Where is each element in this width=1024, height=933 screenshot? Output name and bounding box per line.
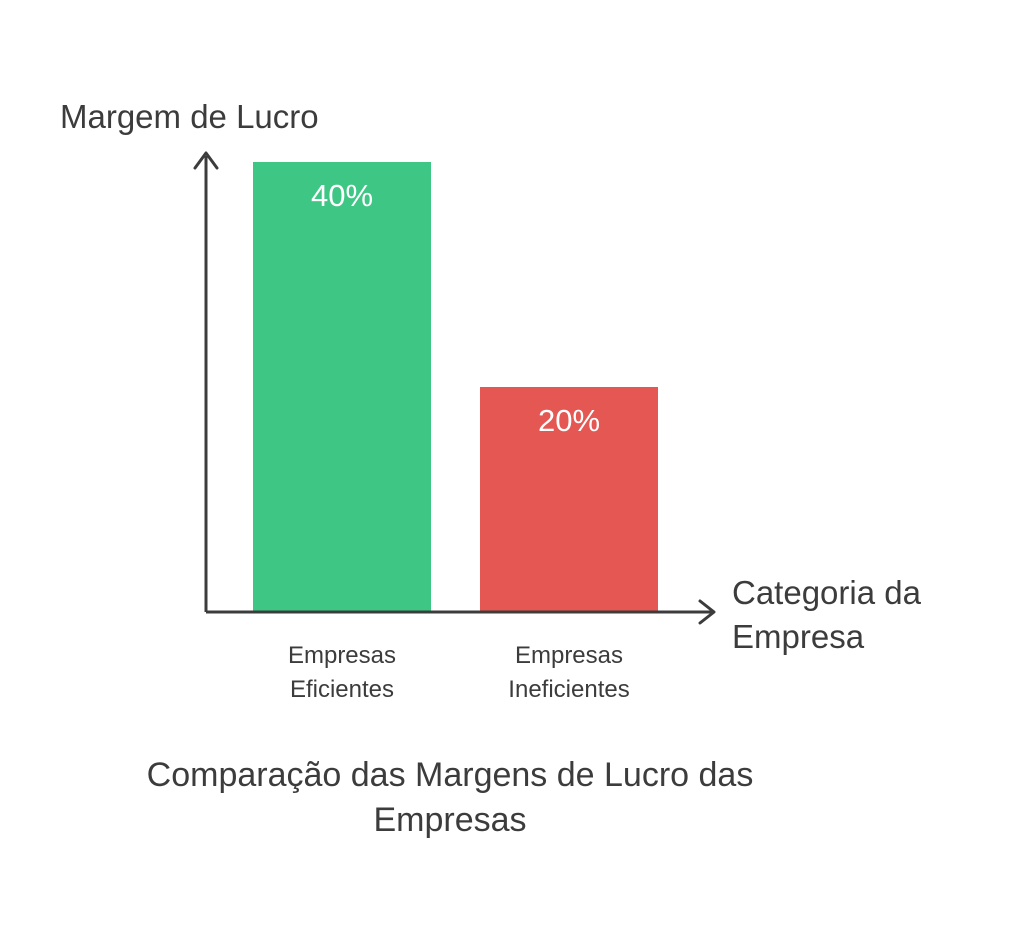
bars: 40% 20%	[253, 162, 658, 612]
bar-value-label-2: 20%	[538, 403, 600, 438]
bar-1	[253, 162, 431, 612]
category-labels: Empresas Eficientes Empresas Ineficientes	[288, 642, 630, 703]
x-axis-arrowhead	[698, 599, 716, 625]
y-axis-title: Margem de Lucro	[60, 98, 319, 135]
y-axis-arrowhead	[193, 151, 219, 170]
x-axis-title-line-2: Empresa	[732, 618, 865, 655]
chart-caption-line-2: Empresas	[373, 801, 526, 839]
bar-2	[480, 387, 658, 612]
category-label-1-line-2: Eficientes	[290, 676, 394, 703]
x-axis-title-line-1: Categoria da	[732, 574, 922, 611]
category-label-1-line-1: Empresas	[288, 642, 396, 669]
category-label-2-line-2: Ineficientes	[508, 676, 629, 703]
chart-caption-line-1: Comparação das Margens de Lucro das	[147, 756, 754, 794]
category-label-2-line-1: Empresas	[515, 642, 623, 669]
bar-value-label-1: 40%	[311, 178, 373, 213]
